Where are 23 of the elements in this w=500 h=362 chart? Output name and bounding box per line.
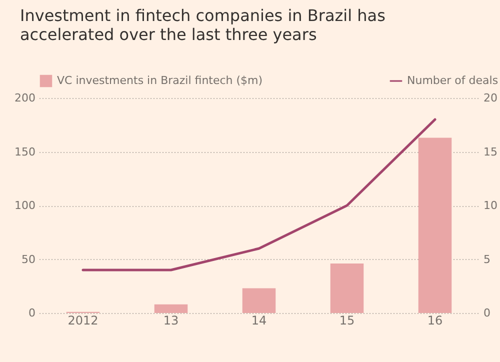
x-tick-label: 14 <box>251 314 267 328</box>
x-tick-label: 15 <box>339 314 355 328</box>
y-tick-label: 100 <box>14 199 36 212</box>
y2-tick-label: 0 <box>484 306 490 320</box>
y-tick-label: 0 <box>28 306 36 320</box>
y-tick-label: 50 <box>22 252 36 266</box>
y2-tick-label: 5 <box>484 252 490 266</box>
legend-label: VC investments in Brazil fintech ($m) <box>57 74 263 87</box>
line-series <box>82 118 436 272</box>
y2-tick-label: 15 <box>484 145 498 158</box>
y-tick-label: 200 <box>14 92 36 104</box>
bar <box>330 264 364 313</box>
chart-title: Investment in fintech companies in Brazil has accelerated over the last three years <box>20 6 386 44</box>
bar <box>418 138 452 313</box>
x-tick-label: 13 <box>163 314 179 328</box>
bar <box>154 304 188 313</box>
y2-tick-label: 20 <box>484 92 498 104</box>
x-tick-label: 16 <box>427 314 443 328</box>
y2-tick-label: 10 <box>484 199 498 212</box>
legend-label: Number of deals <box>407 74 498 87</box>
y-tick-label: 150 <box>14 145 36 158</box>
x-tick-label: 2012 <box>68 314 98 328</box>
bar <box>242 288 276 313</box>
